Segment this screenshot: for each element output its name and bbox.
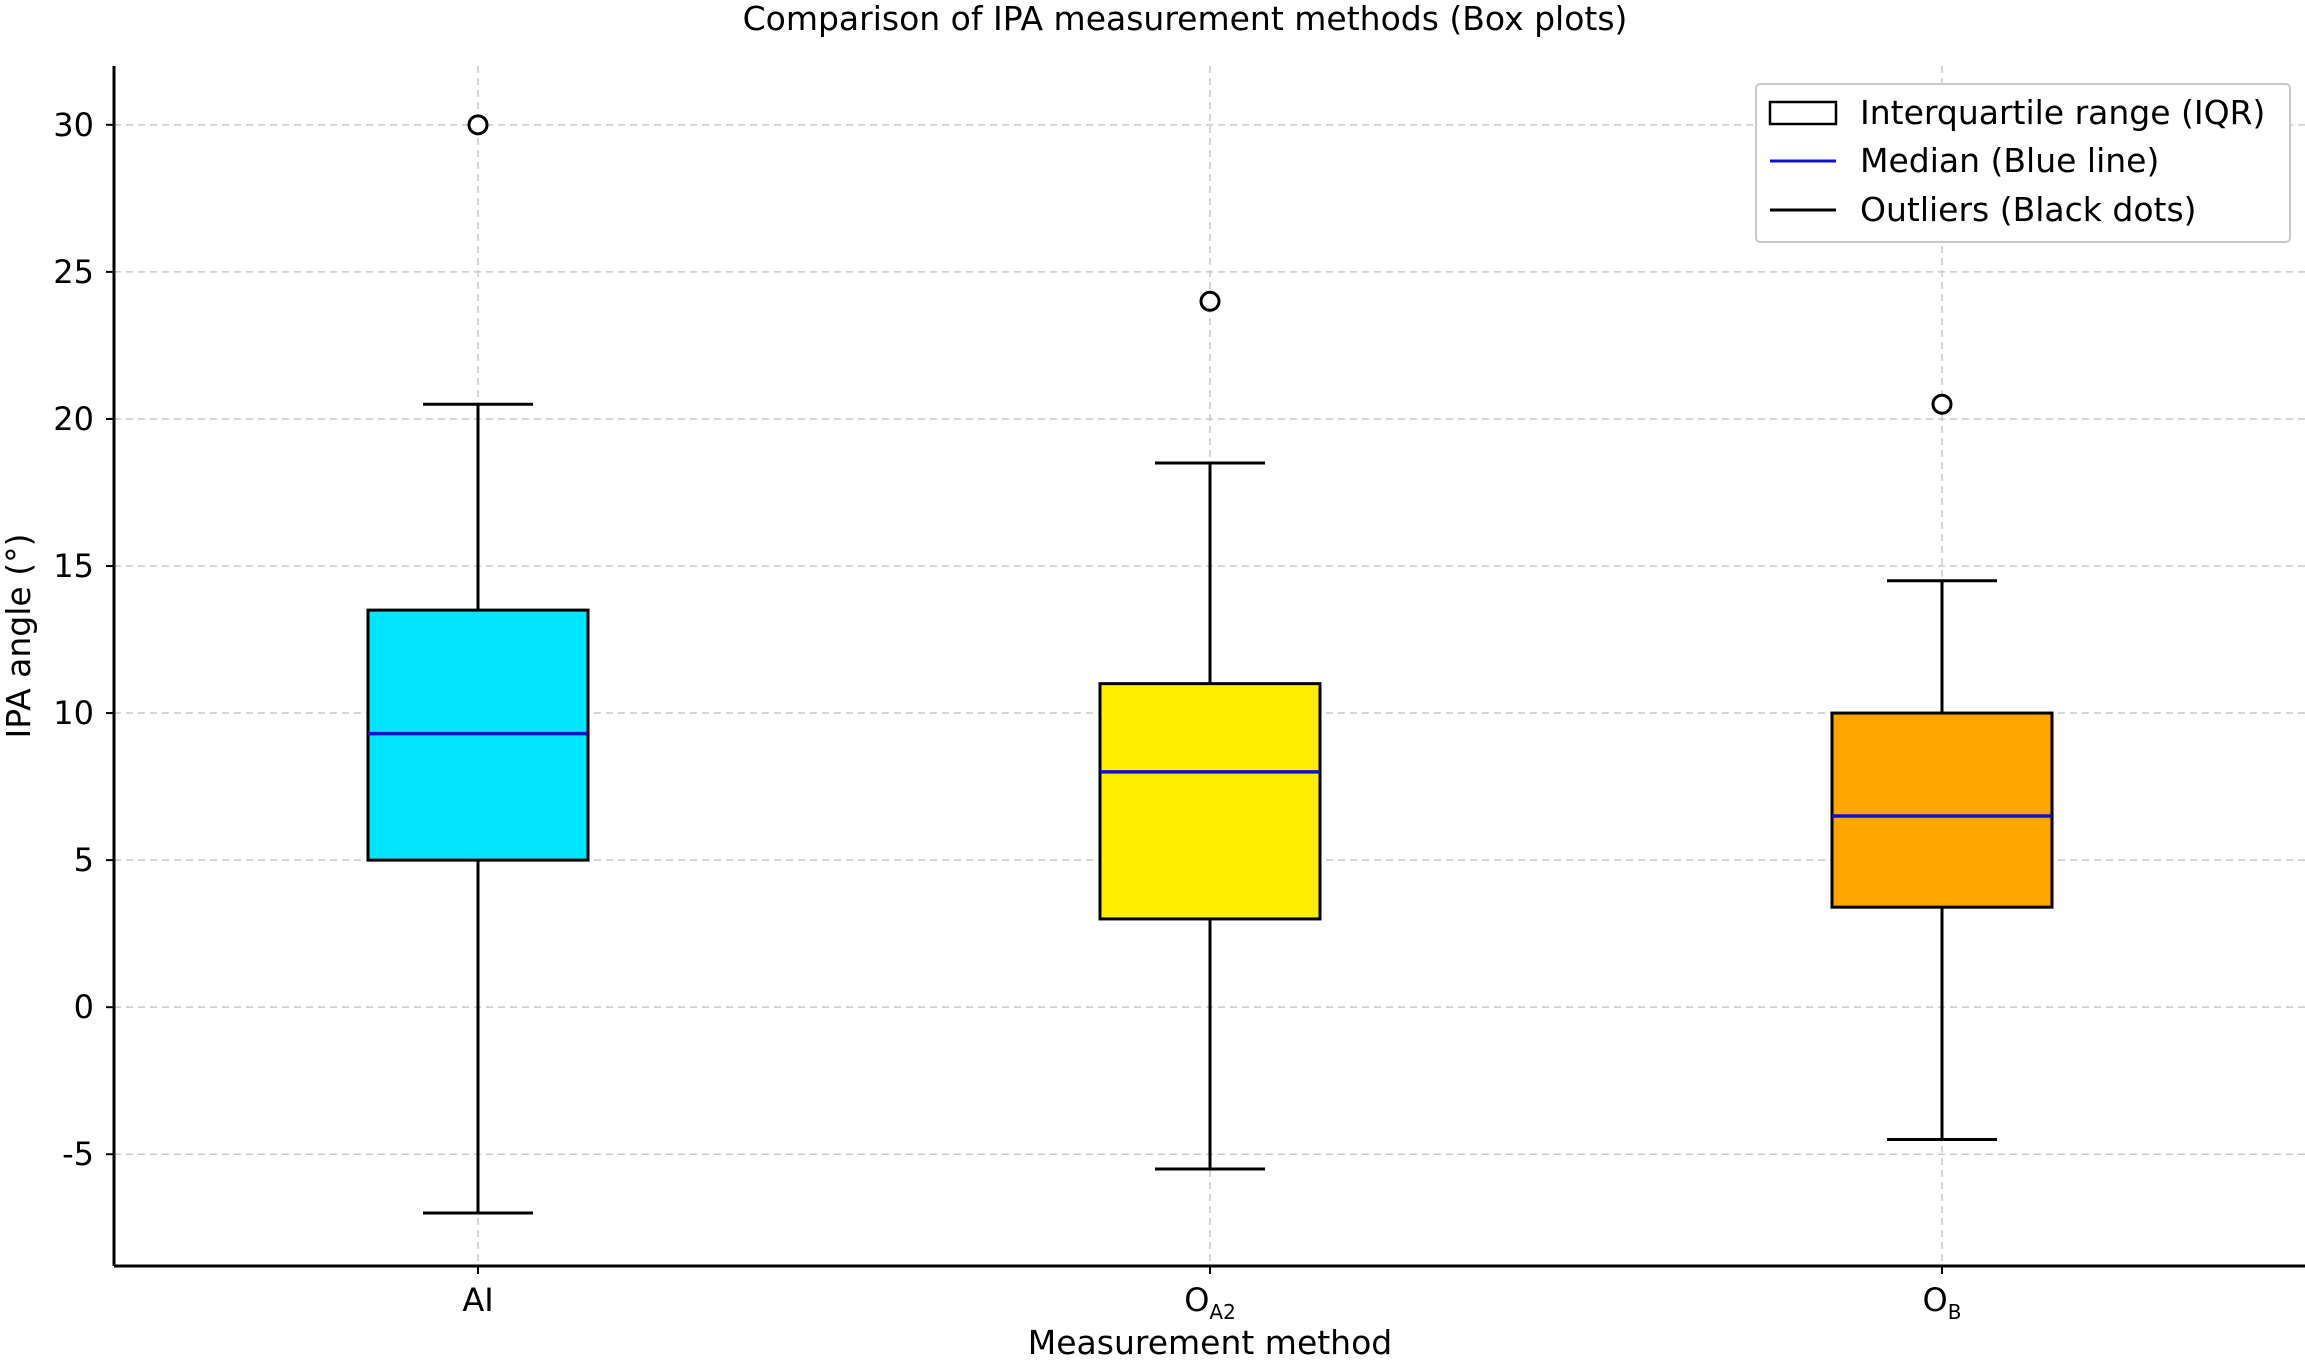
box-1 — [366, 114, 590, 1215]
y-tick-label: 30 — [53, 106, 94, 144]
chart-title: Comparison of IPA measurement methods (B… — [743, 0, 1628, 38]
y-tick-label: 5 — [74, 841, 94, 879]
iqr-box — [1830, 711, 2054, 909]
x-tick-label: OA2 — [1184, 1281, 1236, 1324]
y-tick-label: -5 — [62, 1135, 94, 1173]
x-tick-label: OB — [1923, 1281, 1962, 1324]
legend-label: Interquartile range (IQR) — [1860, 93, 2265, 132]
x-tick-label: AI — [462, 1281, 493, 1319]
outlier-point — [1931, 393, 1953, 415]
box-2 — [1098, 290, 1322, 1171]
outlier-point — [1199, 290, 1221, 312]
legend-label: Outliers (Black dots) — [1860, 190, 2197, 229]
legend-frame — [1755, 83, 2291, 243]
y-tick-label: 20 — [53, 400, 94, 438]
legend-label: Median (Blue line) — [1860, 141, 2159, 180]
boxes — [366, 114, 2054, 1215]
y-axis-label: IPA angle (°) — [0, 534, 38, 739]
x-axis-label: Measurement method — [1028, 1323, 1392, 1362]
x-tick-label-subscript: B — [1948, 1300, 1962, 1324]
outlier-point — [467, 114, 489, 136]
y-tick-label: 15 — [53, 547, 94, 585]
legend: Interquartile range (IQR) Median (Blue li… — [1755, 83, 2291, 243]
legend-marker-box — [1768, 100, 1838, 126]
y-tick-label: 10 — [53, 694, 94, 732]
iqr-box — [1098, 682, 1322, 921]
y-tick-label: 25 — [53, 253, 94, 291]
tick-labels: -5 0 5 10 15 20 25 30 AI OA2 OB — [53, 106, 1961, 1324]
x-tick-label-subscript: A2 — [1209, 1300, 1235, 1324]
box-3 — [1830, 393, 2054, 1142]
y-tick-label: 0 — [74, 988, 94, 1026]
